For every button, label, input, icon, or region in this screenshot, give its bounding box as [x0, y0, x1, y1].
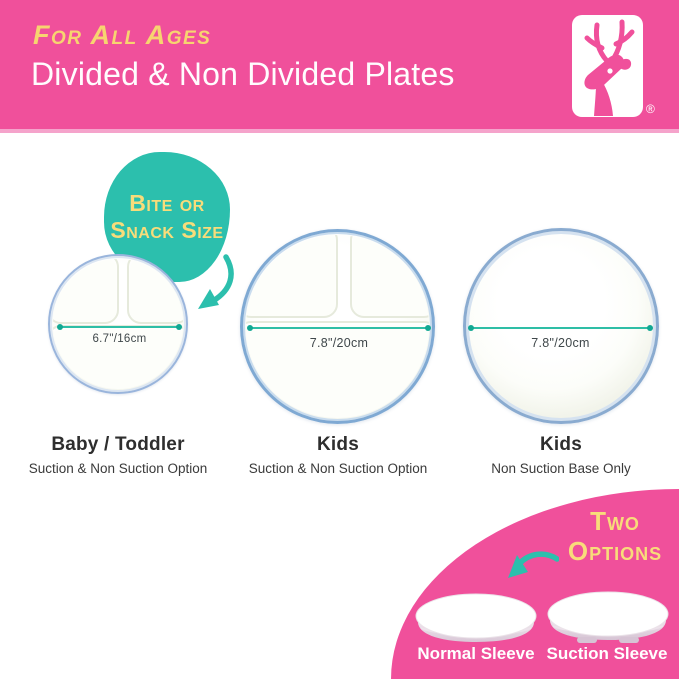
registered-trademark: ® — [646, 102, 655, 116]
plate-kids-divided — [240, 229, 435, 424]
plate-section-top-right — [350, 235, 429, 318]
header-banner: For All Ages Divided & Non Divided Plate… — [0, 0, 679, 133]
normal-sleeve-plate-icon — [415, 593, 537, 642]
measure-label: 6.7"/16cm — [92, 333, 147, 345]
plate-name: Kids — [317, 434, 359, 455]
callout-arrow-icon — [508, 551, 559, 578]
measure-dot — [57, 324, 63, 330]
plate-compartments — [246, 235, 429, 418]
diameter-measure-kids-plain: 7.8"/20cm — [468, 325, 653, 350]
measure-dot — [647, 325, 653, 331]
plate-caption-kids-divided: Kids Suction & Non Suction Option — [228, 434, 448, 476]
diameter-measure-baby: 6.7"/16cm — [57, 324, 182, 345]
diameter-measure-kids-divided: 7.8"/20cm — [247, 325, 431, 350]
measure-dot — [425, 325, 431, 331]
plate-compartments — [53, 259, 183, 389]
plate-name: Baby / Toddler — [51, 434, 185, 455]
plate-section-top-left — [53, 259, 120, 325]
callout-line-1: Two — [590, 506, 640, 536]
plate-section-top-right — [127, 259, 183, 325]
page-title: Divided & Non Divided Plates — [31, 56, 455, 92]
curved-arrow-down-left-icon — [198, 254, 234, 309]
suction-sleeve-plate-icon — [547, 591, 669, 643]
sleeve-label-normal: Normal Sleeve — [417, 644, 535, 663]
measure-dot — [468, 325, 474, 331]
brand-logo — [572, 15, 643, 117]
plate-caption-baby: Baby / Toddler Suction & Non Suction Opt… — [8, 434, 228, 476]
measure-dot — [176, 324, 182, 330]
measure-dot — [247, 325, 253, 331]
measure-label: 7.8"/20cm — [309, 336, 369, 350]
header-eyebrow: For All Ages — [33, 20, 212, 50]
plate-baby-toddler — [48, 254, 188, 394]
badge-line-2: Snack Size — [110, 217, 224, 243]
sleeve-label-suction: Suction Sleeve — [546, 644, 668, 663]
callout-line-2: Options — [567, 535, 663, 566]
plate-section-top-left — [246, 235, 338, 318]
plate-option: Suction & Non Suction Option — [248, 461, 428, 476]
plate-option: Non Suction Base Only — [491, 461, 631, 476]
options-callout: Two Options — [391, 489, 679, 679]
plate-name: Kids — [540, 434, 582, 455]
deer-antler-icon — [584, 19, 635, 116]
plate-section-bottom — [246, 321, 429, 418]
badge-line-1: Bite or — [129, 189, 205, 216]
callout-title: Two Options — [557, 506, 673, 567]
plate-kids-plain — [463, 228, 659, 424]
measure-label: 7.8"/20cm — [531, 336, 590, 350]
plate-caption-kids-plain: Kids Non Suction Base Only — [451, 434, 671, 476]
plate-option: Suction & Non Suction Option — [28, 461, 208, 476]
